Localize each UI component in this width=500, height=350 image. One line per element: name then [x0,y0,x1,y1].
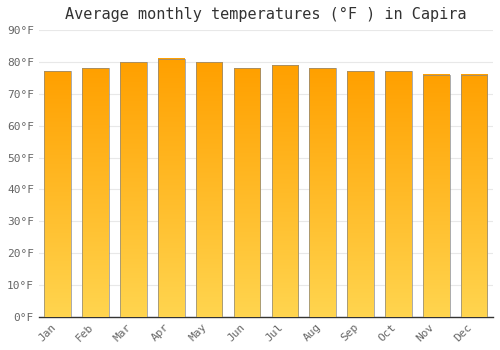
Bar [423,75,450,317]
Title: Average monthly temperatures (°F ) in Capira: Average monthly temperatures (°F ) in Ca… [65,7,466,22]
Bar [158,59,184,317]
Bar [310,68,336,317]
Bar [348,71,374,317]
Bar [120,62,146,317]
Bar [82,68,109,317]
Bar [44,71,71,317]
Bar [272,65,298,317]
Bar [234,68,260,317]
Bar [158,59,184,317]
Bar [196,62,222,317]
Bar [385,71,411,317]
Bar [234,68,260,317]
Bar [461,75,487,317]
Bar [423,75,450,317]
Bar [82,68,109,317]
Bar [272,65,298,317]
Bar [44,71,71,317]
Bar [196,62,222,317]
Bar [348,71,374,317]
Bar [461,75,487,317]
Bar [120,62,146,317]
Bar [385,71,411,317]
Bar [310,68,336,317]
